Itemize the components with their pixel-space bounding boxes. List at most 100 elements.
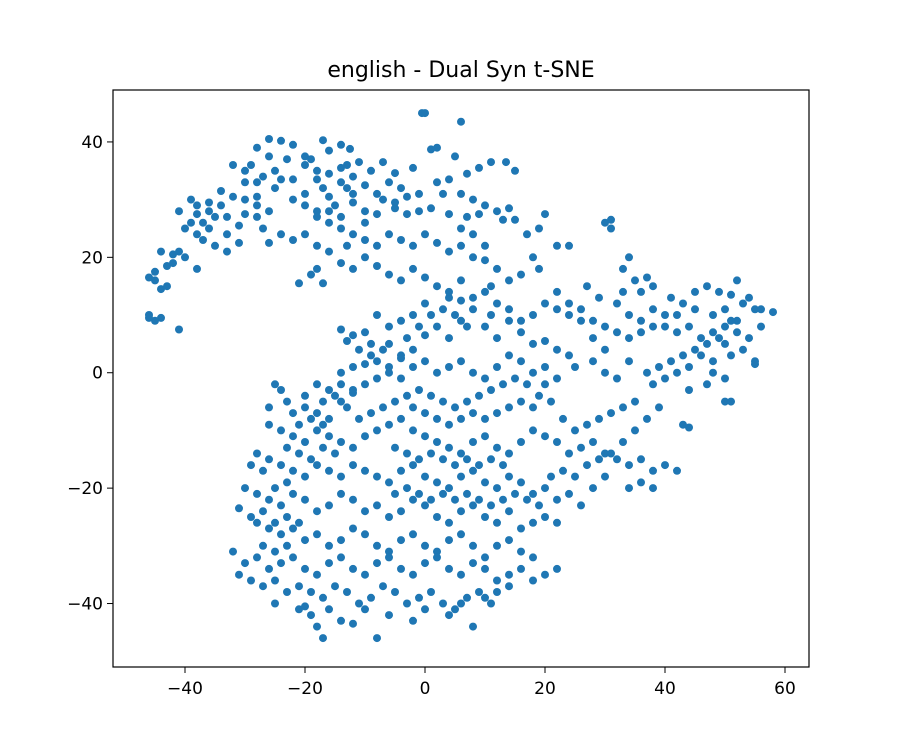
data-point [283, 478, 291, 487]
data-point [355, 345, 363, 354]
data-point [361, 218, 369, 227]
data-point [529, 368, 537, 377]
data-point [343, 161, 351, 169]
data-point [445, 518, 453, 527]
data-point [241, 195, 249, 204]
data-point [541, 363, 549, 371]
data-point [493, 576, 501, 585]
data-point [451, 461, 459, 470]
data-point [157, 313, 165, 322]
data-point [235, 238, 243, 247]
data-point [589, 357, 597, 366]
data-point [475, 391, 483, 400]
data-point [427, 311, 435, 319]
data-point [325, 414, 333, 423]
data-point [517, 547, 525, 556]
data-point [151, 267, 159, 276]
data-point [301, 230, 309, 239]
data-point [367, 593, 375, 602]
data-point [295, 449, 303, 458]
data-point [373, 241, 381, 250]
data-point [313, 570, 321, 579]
data-point [601, 449, 609, 458]
data-point [361, 570, 369, 579]
data-point [481, 478, 489, 487]
data-point [241, 210, 249, 219]
data-point [403, 334, 411, 343]
data-point [481, 513, 489, 521]
plot-frame [112, 89, 810, 668]
data-point [457, 357, 465, 366]
data-point [271, 599, 279, 608]
data-point [361, 181, 369, 190]
data-point [253, 178, 261, 187]
data-point [487, 282, 495, 291]
data-point [559, 414, 567, 423]
data-point [313, 212, 321, 221]
data-point [373, 559, 381, 568]
data-point [265, 455, 273, 464]
y-tick-label: −40 [67, 595, 103, 615]
data-point [751, 305, 759, 314]
data-point [433, 282, 441, 291]
data-point [373, 541, 381, 550]
data-point [505, 507, 513, 516]
data-point [457, 449, 465, 458]
data-point [703, 282, 711, 291]
data-point [487, 599, 495, 608]
data-point [271, 380, 279, 389]
data-point [361, 236, 369, 244]
data-point [493, 588, 501, 596]
data-point [469, 293, 477, 302]
axis-ticks: −40 −20 0 20 40 60 −40 −20 0 20 40 [67, 133, 796, 699]
data-point [487, 386, 495, 394]
data-point [295, 279, 303, 288]
data-point [733, 328, 741, 337]
data-point [349, 189, 357, 198]
data-point [505, 204, 513, 213]
data-point [337, 397, 345, 406]
data-point [739, 345, 747, 354]
data-point [505, 582, 513, 591]
data-point [319, 397, 327, 406]
data-point [469, 195, 477, 204]
data-point [457, 472, 465, 481]
data-point [337, 140, 345, 149]
data-point [733, 276, 741, 285]
data-point [463, 489, 471, 498]
data-point [277, 461, 285, 470]
data-point [433, 238, 441, 247]
data-point [565, 241, 573, 250]
data-point [193, 230, 201, 239]
data-point [343, 184, 351, 193]
data-point [409, 311, 417, 319]
data-point [565, 449, 573, 458]
data-point [583, 420, 591, 429]
data-point [481, 564, 489, 573]
data-point [385, 339, 393, 348]
data-point [289, 140, 297, 149]
data-point [379, 345, 387, 354]
data-point [691, 345, 699, 354]
data-point [679, 420, 687, 429]
data-point [475, 461, 483, 470]
data-point [313, 175, 321, 184]
data-point [577, 501, 585, 510]
data-point [373, 357, 381, 366]
data-point [613, 374, 621, 383]
data-point [433, 143, 441, 152]
data-point [439, 599, 447, 608]
data-point [259, 224, 267, 233]
data-point [355, 158, 363, 167]
data-point [505, 305, 513, 314]
data-point [463, 397, 471, 406]
data-point [175, 325, 183, 334]
data-point [553, 287, 561, 296]
data-point [385, 611, 393, 620]
data-point [289, 553, 297, 562]
data-point [421, 605, 429, 614]
data-point [463, 169, 471, 178]
data-point [361, 530, 369, 539]
data-point [301, 403, 309, 412]
data-point [193, 210, 201, 219]
